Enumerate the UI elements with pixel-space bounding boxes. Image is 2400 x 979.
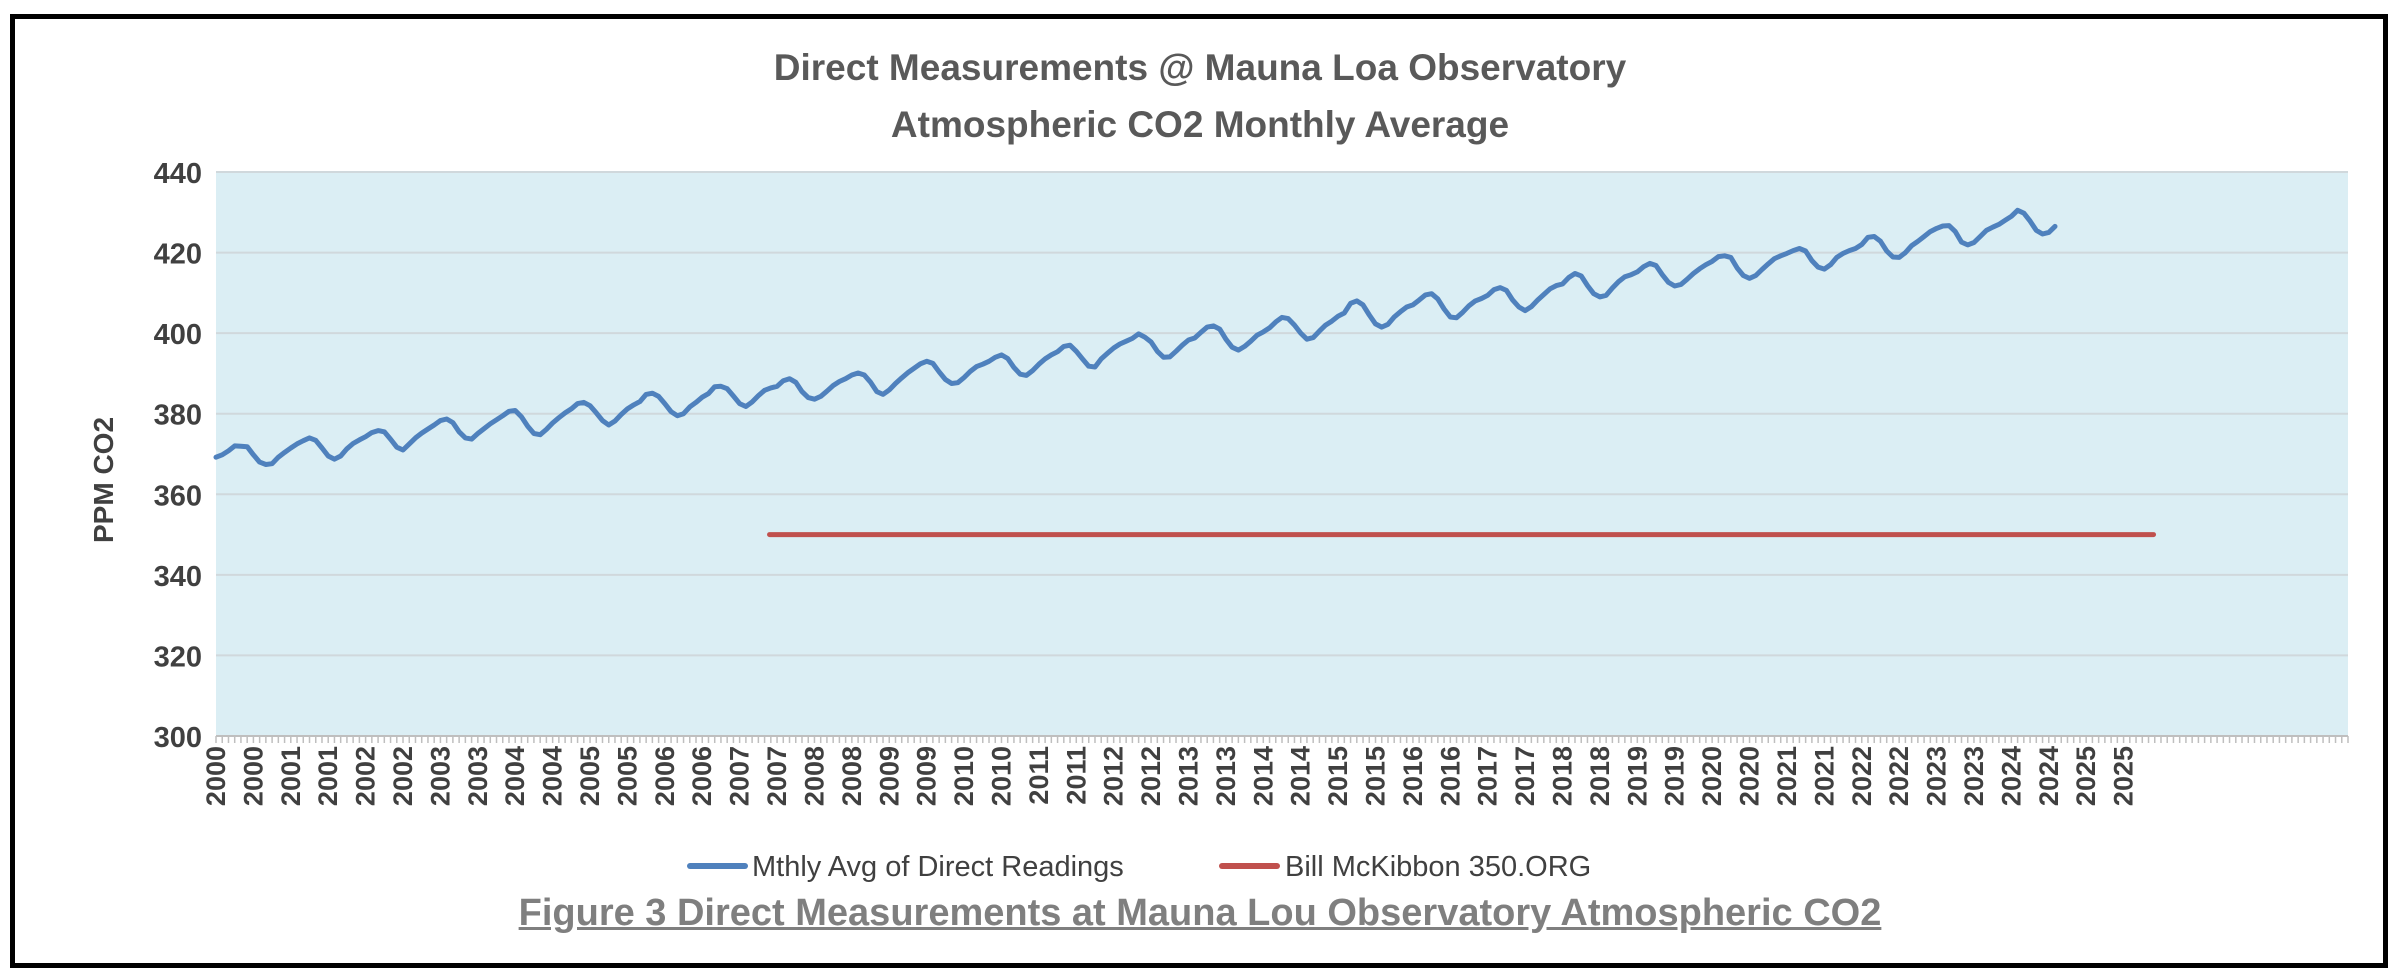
x-tick-label: 2017 [1473, 746, 1503, 806]
y-tick-label: 440 [154, 158, 202, 190]
x-tick-label: 2022 [1884, 746, 1914, 806]
x-tick-label: 2000 [201, 746, 231, 806]
series-line-direct-readings [213, 207, 2058, 467]
x-tick-label: 2011 [1061, 746, 1091, 805]
x-tick-label: 2013 [1173, 746, 1203, 806]
x-tick-label: 2009 [874, 746, 904, 806]
y-tick-label: 420 [154, 239, 202, 271]
x-tick-label: 2024 [1996, 746, 2026, 806]
x-tick-label: 2012 [1136, 746, 1166, 806]
y-tick-label: 340 [154, 561, 202, 593]
y-tick-label: 320 [154, 641, 202, 673]
x-tick-label: 2005 [612, 746, 642, 806]
x-tick-label: 2007 [762, 746, 792, 806]
x-tick-label: 2016 [1398, 746, 1428, 806]
x-tick-label: 2013 [1211, 746, 1241, 806]
x-tick-label: 2006 [687, 746, 717, 806]
x-tick-label: 2012 [1099, 746, 1129, 806]
x-tick-label: 2023 [1922, 746, 1952, 806]
x-tick-label: 2023 [1959, 746, 1989, 806]
x-tick-label: 2024 [2034, 746, 2064, 806]
x-tick-label: 2010 [949, 746, 979, 806]
x-tick-label: 2004 [538, 746, 568, 806]
x-tick-label: 2025 [2071, 746, 2101, 806]
x-tick-label: 2010 [986, 746, 1016, 806]
x-tick-label: 2021 [1772, 746, 1802, 806]
x-tick-label: 2025 [2109, 746, 2139, 806]
chart-subtitle: Atmospheric CO2 Monthly Average [891, 104, 1509, 145]
plot-area: 300 320 340 360 380 400 420 440 2000 2000 2001 2001… [154, 158, 2349, 806]
x-tick-label: 2006 [650, 746, 680, 806]
legend-label-direct-readings: Mthly Avg of Direct Readings [752, 851, 1124, 883]
x-tick-label: 2007 [725, 746, 755, 806]
y-tick-label: 400 [154, 319, 202, 351]
x-tick-label: 2008 [799, 746, 829, 806]
x-tick-label: 2014 [1286, 746, 1316, 806]
x-tick-label: 2020 [1735, 746, 1765, 806]
x-tick-label: 2022 [1847, 746, 1877, 806]
x-tick-label: 2002 [351, 746, 381, 806]
x-tick-label: 2014 [1248, 746, 1278, 806]
x-tick-label: 2018 [1548, 746, 1578, 806]
x-tick-label: 2003 [425, 746, 455, 806]
chart-title: Direct Measurements @ Mauna Loa Observat… [774, 47, 1627, 88]
x-tick-label: 2020 [1697, 746, 1727, 806]
figure-caption: Figure 3 Direct Measurements at Mauna Lo… [518, 892, 1882, 934]
y-tick-label: 380 [154, 400, 202, 432]
x-tick-label: 2002 [388, 746, 418, 806]
x-tick-label: 2001 [313, 746, 343, 806]
x-tick-label: 2003 [463, 746, 493, 806]
x-tick-label: 2004 [500, 746, 530, 806]
x-tick-label: 2018 [1585, 746, 1615, 806]
y-tick-label: 300 [154, 722, 202, 754]
legend: Mthly Avg of Direct Readings Bill McKibb… [687, 851, 1591, 883]
x-tick-label: 2008 [837, 746, 867, 806]
plot-background [216, 172, 2348, 736]
x-tick-label: 2009 [912, 746, 942, 806]
x-tick-label: 2015 [1361, 746, 1391, 806]
x-tick-label: 2021 [1809, 746, 1839, 806]
x-tick-label: 2005 [575, 746, 605, 806]
x-tick-label: 2015 [1323, 746, 1353, 806]
legend-label-mckibbon: Bill McKibbon 350.ORG [1285, 851, 1591, 883]
y-axis-label: PPM CO2 [88, 417, 119, 543]
y-tick-label: 360 [154, 480, 202, 512]
x-tick-label: 2011 [1024, 746, 1054, 805]
x-tick-label: 2000 [238, 746, 268, 806]
x-tick-label: 2017 [1510, 746, 1540, 806]
x-tick-label: 2016 [1435, 746, 1465, 806]
x-tick-label: 2001 [276, 746, 306, 806]
x-tick-label: 2019 [1622, 746, 1652, 806]
x-tick-label: 2019 [1660, 746, 1690, 806]
